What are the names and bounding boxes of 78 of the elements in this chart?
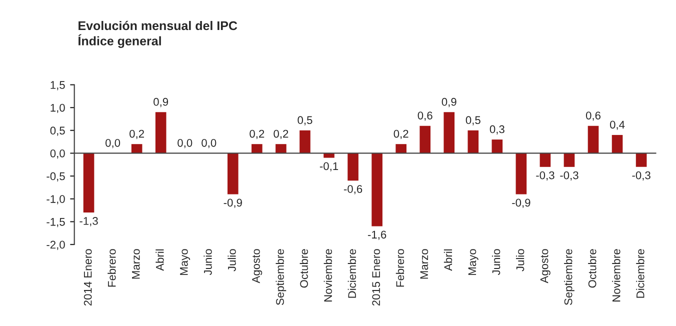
data-label: 0,4	[610, 120, 625, 130]
bar	[396, 144, 406, 154]
data-label: 0,0	[202, 138, 216, 148]
y-tick-label: -2,0	[46, 240, 65, 250]
x-tick-label: Septiembre	[276, 249, 286, 305]
bar	[276, 144, 286, 154]
data-label: 0,9	[154, 98, 168, 108]
x-tick-label: Agosto	[252, 249, 262, 284]
data-label: 0,5	[466, 116, 480, 126]
data-label: 0,5	[298, 116, 312, 126]
data-label: -1,6	[368, 230, 386, 240]
bar	[564, 153, 575, 167]
x-tick-label: Julio	[228, 249, 236, 272]
data-label: 0,2	[130, 130, 144, 140]
x-tick-label: Junio	[204, 249, 212, 276]
x-tick-label: Julio	[516, 249, 524, 272]
y-tick-label: -0,5	[46, 172, 65, 182]
x-tick-label: 2015 Enero	[372, 249, 380, 306]
x-tick-label: Marzo	[420, 249, 428, 279]
x-tick-label: Febrero	[396, 249, 404, 287]
x-tick-label: Diciembre	[348, 249, 356, 298]
x-tick-label: Noviembre	[324, 249, 332, 302]
x-tick-label: Mayo	[180, 249, 190, 275]
data-label: -0,9	[512, 198, 530, 208]
x-tick-label: 2014 Enero	[84, 249, 92, 306]
bar	[348, 153, 358, 181]
x-tick-label: Octubre	[588, 249, 596, 288]
bar	[444, 112, 455, 154]
data-label: -0,3	[536, 171, 554, 181]
data-label: -0,3	[632, 171, 650, 181]
data-label: 0,9	[442, 98, 456, 108]
data-label: 0,6	[418, 112, 432, 121]
data-label: 0,3	[490, 125, 504, 134]
y-tick-label: -1,5	[46, 218, 65, 228]
x-tick-label: Junio	[492, 249, 500, 276]
data-label: -0,9	[224, 198, 242, 208]
data-label: -1,3	[80, 217, 98, 226]
x-tick-label: Abril	[156, 249, 164, 271]
bar	[155, 112, 166, 154]
bar	[516, 153, 527, 194]
data-label: -0,3	[560, 171, 578, 181]
bar	[131, 144, 142, 154]
x-tick-label: Febrero	[108, 249, 116, 287]
data-label: -0,1	[320, 162, 338, 172]
x-tick-label: Agosto	[540, 249, 550, 284]
data-label: -0,6	[344, 185, 362, 194]
data-label: 0,0	[178, 138, 192, 148]
y-tick-label: 0,0	[50, 149, 65, 159]
bar	[83, 153, 94, 213]
bar	[252, 144, 262, 154]
bar	[300, 130, 310, 154]
x-tick-label: Abril	[444, 249, 452, 271]
bar	[540, 153, 551, 167]
x-tick-label: Marzo	[132, 249, 140, 279]
data-label: 0,2	[250, 130, 264, 140]
chart-subtitle: Índice general	[78, 34, 161, 48]
data-label: 0,2	[394, 130, 408, 140]
bar	[636, 153, 647, 167]
bar	[420, 126, 431, 154]
chart-title: Evolución mensual del IPC	[78, 20, 238, 30]
y-tick-label: 1,5	[50, 81, 65, 90]
bar	[612, 134, 623, 154]
bar	[228, 153, 238, 194]
x-tick-label: Septiembre	[564, 249, 574, 305]
y-tick-label: -1,0	[46, 195, 65, 204]
data-label: 0,6	[586, 112, 600, 121]
bar	[588, 126, 599, 154]
bar	[372, 153, 382, 226]
data-label: 0,0	[106, 138, 120, 148]
bar	[492, 140, 503, 154]
x-tick-label: Octubre	[300, 249, 308, 288]
y-tick-label: 1,0	[50, 104, 65, 114]
x-tick-label: Mayo	[468, 249, 478, 275]
bar	[468, 130, 479, 154]
data-label: 0,2	[274, 130, 288, 140]
y-tick-label: 0,5	[50, 126, 65, 136]
x-tick-label: Noviembre	[612, 249, 620, 302]
x-tick-label: Diciembre	[636, 249, 644, 298]
